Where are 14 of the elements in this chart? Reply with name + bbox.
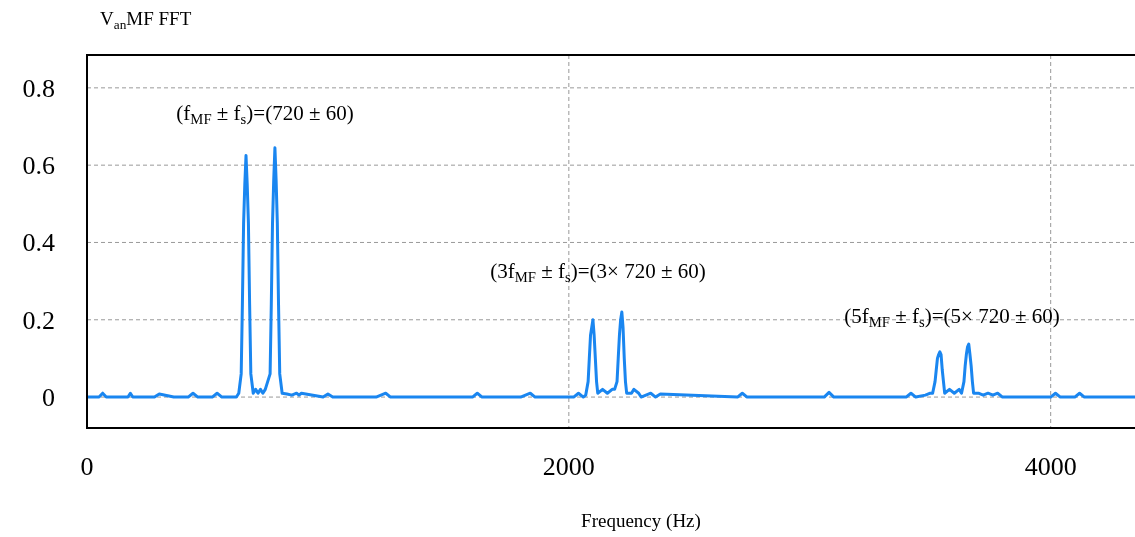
y-tick-label: 0 xyxy=(42,383,55,413)
annotation: (5f$_{MF}$ ± f$_{s}$)=(5× 720 ± 60) xyxy=(844,304,1060,330)
y-tick-label: 0.6 xyxy=(22,151,55,181)
x-tick-label: 4000 xyxy=(1024,452,1077,481)
annotation: (f$_{MF}$ ± f$_{s}$)=(720 ± 60) xyxy=(176,101,354,127)
x-axis-title: Frequency (Hz) xyxy=(581,510,701,532)
annotation: (3f$_{MF}$ ± f$_{s}$)=(3× 720 ± 60) xyxy=(490,259,706,285)
y-tick-label: 0.4 xyxy=(22,228,55,258)
line-series xyxy=(87,146,1135,399)
y-tick-label: 0.8 xyxy=(22,73,55,103)
x-tick-label: 0 xyxy=(80,452,94,481)
chart-title: V$_{an}$MF FFT xyxy=(100,8,192,32)
y-tick-label: 0.2 xyxy=(22,305,55,335)
x-tick-label: 2000 xyxy=(542,452,595,481)
